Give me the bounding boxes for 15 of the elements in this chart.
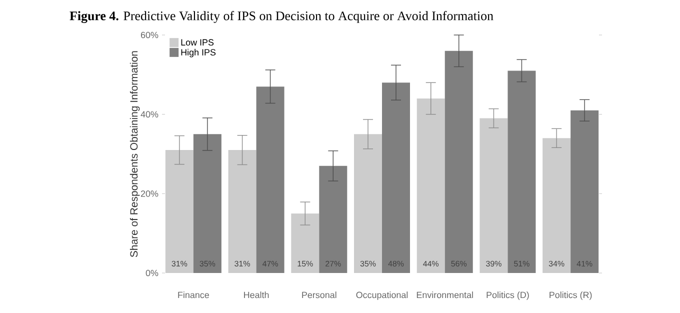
chart-title: Figure 4. Predictive Validity of IPS on Decision to Acquire or Avoid Information: [70, 11, 494, 23]
legend-label: High IPS: [181, 48, 216, 58]
y-axis-title: Share of Respondents Obtaining Information: [130, 51, 140, 258]
y-tick-label: 60%: [140, 32, 158, 38]
x-tick-label: Environmental: [416, 292, 473, 298]
y-tick-label: 20%: [140, 190, 158, 197]
y-tick-label: 40%: [140, 111, 158, 118]
legend-label: Low IPS: [181, 39, 214, 46]
x-tick-label: Health: [244, 292, 269, 298]
x-tick-label: Finance: [178, 292, 209, 298]
x-tick-label: Politics (D): [486, 292, 529, 300]
x-tick-label: Politics (R): [550, 292, 592, 300]
x-tick-label: Occupational: [356, 292, 408, 300]
y-tick-label: 0%: [146, 270, 158, 276]
x-tick-label: Personal: [302, 292, 336, 298]
